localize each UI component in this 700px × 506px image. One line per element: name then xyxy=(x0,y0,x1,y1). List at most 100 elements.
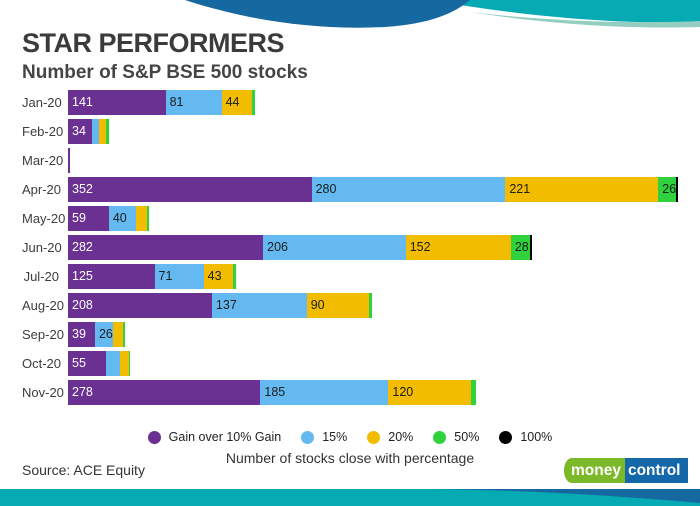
segment-value-label: 185 xyxy=(264,385,286,399)
bar-segment xyxy=(530,235,533,260)
bar-track: 352 280 221 26 xyxy=(68,177,679,202)
segment-value-label: 34 xyxy=(72,124,86,138)
bar-segment xyxy=(252,90,255,115)
chart-row: Jan-20 141 81 44 xyxy=(22,90,688,115)
bar-segment xyxy=(368,293,373,318)
row-label: Feb-20 xyxy=(22,124,64,139)
bar-segment xyxy=(136,206,147,231)
row-label: Apr-20 xyxy=(22,182,62,197)
bar-segment xyxy=(112,322,123,347)
segment-value-label: 206 xyxy=(267,240,288,254)
bar-segment xyxy=(676,177,679,202)
chart-row: Sep-20 39 26 xyxy=(22,322,688,347)
legend-swatch-icon xyxy=(147,430,161,444)
bar-track: 39 26 xyxy=(68,322,126,347)
segment-value-label: 26 xyxy=(662,182,677,196)
legend-label: Gain over 10% Gain xyxy=(168,430,282,444)
legend-label: 100% xyxy=(520,430,553,444)
row-label: Oct-20 xyxy=(22,356,62,371)
bar-track: 59 40 xyxy=(68,206,149,231)
segment-value-label: 39 xyxy=(72,327,86,341)
chart-row: Mar-20 xyxy=(22,148,688,173)
segment-value-label: 90 xyxy=(310,298,325,312)
segment-value-label: 81 xyxy=(169,95,184,109)
segment-value-label: 120 xyxy=(392,385,414,399)
row-label: Jun-20 xyxy=(22,240,62,255)
segment-value-label: 43 xyxy=(207,269,222,283)
source-note: Source: ACE Equity xyxy=(22,462,145,478)
bar-segment: 120 xyxy=(388,380,472,405)
segment-value-label: 280 xyxy=(315,182,337,196)
row-label: Nov-20 xyxy=(22,385,64,400)
bar-segment: 206 xyxy=(263,235,406,260)
row-label: Mar-20 xyxy=(22,153,64,168)
chart-row: Jun-20 282 206 152 28 xyxy=(22,235,688,260)
bar-track: 55 xyxy=(68,351,131,376)
segment-value-label: 141 xyxy=(72,95,93,109)
segment-value-label: 152 xyxy=(409,240,431,254)
legend-item: 50% xyxy=(433,430,479,444)
bar-segment xyxy=(471,380,477,405)
bar-segment: 26 xyxy=(94,322,113,347)
bar-segment: 152 xyxy=(405,235,511,260)
bar-segment: 39 xyxy=(68,322,95,347)
chart-row: Jul-20 125 71 43 xyxy=(22,264,688,289)
bar-segment xyxy=(99,119,107,144)
bar-segment: 90 xyxy=(306,293,369,318)
segment-value-label: 137 xyxy=(215,298,237,312)
bar-segment: 40 xyxy=(108,206,137,231)
bar-segment: 141 xyxy=(68,90,166,115)
legend-label: 20% xyxy=(388,430,414,444)
page-subtitle: Number of S&P BSE 500 stocks xyxy=(22,62,308,83)
bar-segment xyxy=(106,119,110,144)
bar-segment xyxy=(233,264,237,289)
legend-item: 15% xyxy=(301,430,347,444)
bar-segment: 71 xyxy=(154,264,204,289)
bar-segment xyxy=(146,206,149,231)
legend-label: 50% xyxy=(454,430,480,444)
segment-value-label: 40 xyxy=(112,211,127,225)
logo-control-text: control xyxy=(624,458,688,483)
bar-segment: 185 xyxy=(260,380,389,405)
segment-value-label: 352 xyxy=(72,182,93,196)
chart-row: Aug-20 208 137 90 xyxy=(22,293,688,318)
chart-row: Oct-20 55 xyxy=(22,351,688,376)
row-label: Jul-20 xyxy=(23,269,59,284)
bar-track: 278 185 120 xyxy=(68,380,477,405)
legend-item: 20% xyxy=(367,430,413,444)
chart-legend: Gain over 10% Gain 15% 20% 50% 100% xyxy=(0,430,700,444)
row-label: May-20 xyxy=(22,211,66,226)
bar-segment: 55 xyxy=(68,351,107,376)
legend-item: 100% xyxy=(499,430,552,444)
bar-segment: 34 xyxy=(68,119,92,144)
legend-swatch-icon xyxy=(499,430,513,444)
bar-track: 282 206 152 28 xyxy=(68,235,533,260)
segment-value-label: 208 xyxy=(72,298,93,312)
bar-segment: 278 xyxy=(68,380,261,405)
segment-value-label: 55 xyxy=(72,356,86,370)
legend-swatch-icon xyxy=(301,430,315,444)
bottom-ribbon-decoration xyxy=(0,489,700,506)
segment-value-label: 44 xyxy=(225,95,240,109)
stacked-bar-chart: Jan-20 141 81 44 Feb-20 34 Mar-20 Apr-20 352 280 2… xyxy=(22,90,688,409)
top-ribbon-decoration xyxy=(185,0,700,28)
segment-value-label: 278 xyxy=(72,385,93,399)
bar-segment: 280 xyxy=(311,177,506,202)
bar-track xyxy=(68,148,70,173)
row-label: Aug-20 xyxy=(22,298,64,313)
bar-segment: 59 xyxy=(68,206,109,231)
bar-segment: 43 xyxy=(203,264,234,289)
segment-value-label: 28 xyxy=(514,240,529,254)
chart-row: Nov-20 278 185 120 xyxy=(22,380,688,405)
legend-swatch-icon xyxy=(433,430,447,444)
segment-value-label: 221 xyxy=(509,182,531,196)
segment-value-label: 26 xyxy=(98,327,113,341)
bar-segment: 137 xyxy=(211,293,307,318)
segment-value-label: 125 xyxy=(72,269,93,283)
bar-segment: 26 xyxy=(658,177,677,202)
x-axis-caption: Number of stocks close with percentage xyxy=(225,450,475,466)
bar-segment: 125 xyxy=(68,264,155,289)
logo-money-text: money xyxy=(564,458,625,483)
bar-segment xyxy=(91,119,100,144)
